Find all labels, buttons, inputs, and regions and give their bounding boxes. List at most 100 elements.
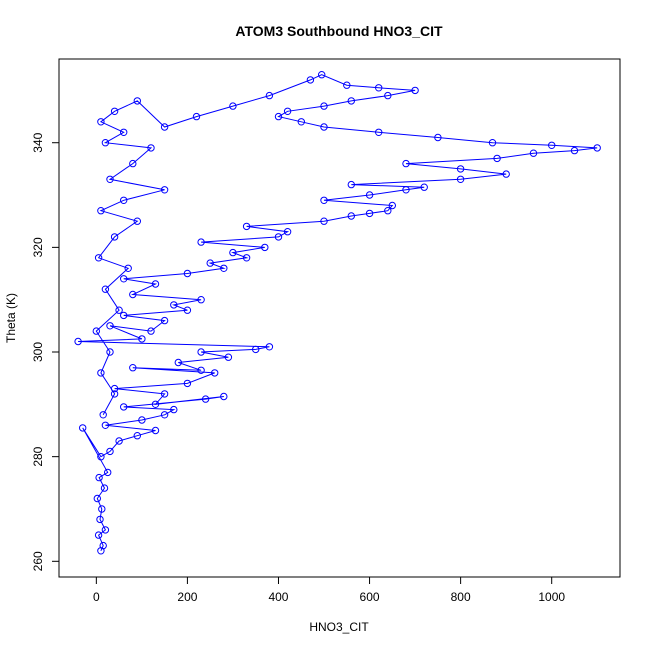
data-point [197, 296, 205, 304]
data-point [160, 390, 169, 398]
data-point [297, 118, 305, 126]
data-point [147, 144, 155, 152]
data-point [220, 264, 228, 272]
data-point [265, 343, 274, 351]
data-series [74, 71, 601, 555]
data-point [220, 392, 228, 401]
data-point [106, 348, 114, 356]
data-point [384, 91, 392, 100]
data-point [106, 175, 114, 184]
data-point [120, 275, 128, 283]
data-point [147, 327, 155, 335]
data-point [192, 112, 201, 121]
data-point [306, 76, 315, 84]
data-point [138, 416, 146, 424]
data-point [79, 424, 87, 432]
data-point [420, 183, 428, 191]
data-point [160, 411, 169, 419]
data-point [93, 494, 102, 503]
data-point [120, 128, 128, 137]
data-point [229, 102, 237, 110]
data-point [170, 405, 178, 414]
data-point [375, 84, 383, 92]
data-point [347, 180, 355, 189]
data-point [133, 97, 142, 105]
data-point [183, 306, 192, 314]
series-line [78, 74, 598, 552]
data-point [151, 280, 160, 288]
x-tick-label: 200 [177, 590, 197, 604]
y-tick-label: 300 [31, 342, 45, 362]
data-point [115, 306, 123, 314]
data-point [74, 337, 82, 346]
data-point [124, 264, 132, 272]
data-point [456, 175, 465, 184]
data-point [129, 290, 137, 299]
data-point [224, 353, 233, 361]
data-point [92, 327, 101, 335]
data-point [101, 139, 110, 147]
data-point [106, 322, 114, 330]
data-point [261, 243, 269, 252]
data-point [104, 468, 112, 477]
data-point [343, 81, 351, 89]
data-point [97, 369, 105, 377]
data-point [94, 254, 103, 262]
data-point [138, 335, 146, 343]
data-point [99, 541, 107, 550]
data-point [283, 107, 292, 116]
data-point [98, 505, 106, 513]
data-point [151, 426, 160, 435]
y-tick-label: 260 [31, 551, 45, 571]
data-point [411, 86, 419, 95]
data-point [242, 222, 251, 231]
data-point [318, 71, 326, 79]
data-point [94, 531, 103, 539]
data-point [570, 146, 579, 155]
data-point [206, 259, 214, 267]
y-axis-label: Theta (K) [4, 293, 18, 343]
data-point [402, 159, 410, 168]
data-point [95, 473, 103, 482]
data-point [201, 395, 210, 403]
data-point [99, 411, 107, 419]
y-tick-label: 280 [31, 446, 45, 466]
data-point [183, 379, 192, 388]
y-tick-label: 340 [31, 132, 45, 152]
data-point [96, 515, 104, 524]
data-point [320, 196, 328, 205]
data-point [320, 217, 328, 225]
data-point [548, 141, 556, 150]
data-point [320, 102, 328, 110]
x-tick-label: 1000 [538, 590, 565, 604]
data-point [283, 228, 292, 236]
x-tick-label: 600 [360, 590, 380, 604]
x-tick-label: 800 [451, 590, 471, 604]
data-point [101, 526, 110, 534]
data-point [170, 301, 178, 309]
data-point [101, 285, 110, 293]
data-point [110, 233, 119, 241]
data-point [160, 186, 169, 194]
data-point [320, 123, 328, 131]
data-point [242, 254, 251, 262]
data-point [151, 400, 160, 408]
data-point [110, 384, 119, 393]
data-point [174, 358, 183, 367]
data-point [110, 107, 119, 116]
data-point [101, 421, 110, 429]
data-point [529, 149, 538, 157]
data-point [488, 139, 497, 147]
data-point [502, 170, 510, 178]
data-point [120, 311, 128, 320]
data-point [252, 345, 260, 354]
data-point [593, 144, 601, 152]
data-point [365, 209, 374, 218]
plot-frame [58, 58, 621, 578]
data-point [347, 212, 355, 220]
data-point [493, 154, 501, 163]
data-point [265, 91, 274, 100]
data-point [197, 238, 205, 246]
data-point [97, 207, 105, 215]
